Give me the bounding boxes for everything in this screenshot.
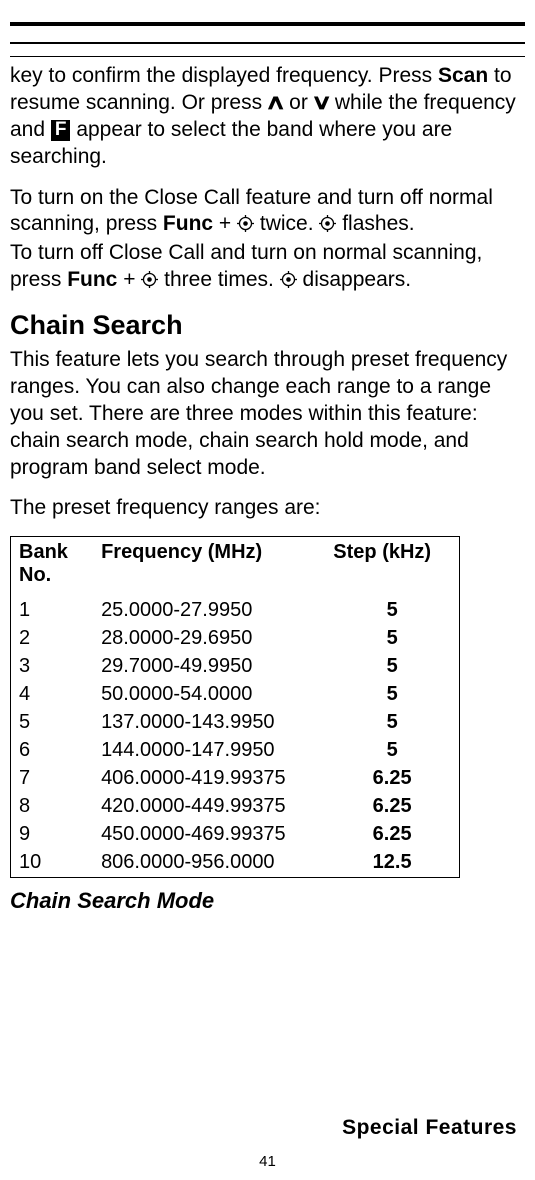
paragraph-chain-desc: This feature lets you search through pre… — [10, 347, 525, 481]
table-row: 5137.0000-143.99505 — [11, 709, 460, 737]
table-row: 9450.0000-469.993756.25 — [11, 821, 460, 849]
footer-section-title: Special Features — [342, 1116, 517, 1140]
rule-thick — [10, 22, 525, 26]
cell-freq: 29.7000-49.9950 — [93, 653, 325, 681]
cell-step: 5 — [325, 625, 459, 653]
cell-step: 6.25 — [325, 765, 459, 793]
f-badge-icon: F — [51, 120, 71, 141]
page-number: 41 — [0, 1153, 535, 1170]
text: flashes. — [336, 212, 414, 235]
table-row: 228.0000-29.69505 — [11, 625, 460, 653]
cell-bank: 6 — [11, 737, 94, 765]
cell-bank: 10 — [11, 849, 94, 878]
func-label: Func — [163, 212, 213, 235]
target-icon — [280, 269, 297, 296]
cell-step: 5 — [325, 597, 459, 625]
text: key to confirm the displayed frequency. … — [10, 64, 438, 87]
cell-freq: 806.0000-956.0000 — [93, 849, 325, 878]
table-row: 329.7000-49.99505 — [11, 653, 460, 681]
cell-bank: 4 — [11, 681, 94, 709]
content-frame: key to confirm the displayed frequency. … — [10, 56, 525, 914]
text: + — [213, 212, 237, 235]
rule-thin — [10, 42, 525, 44]
cell-freq: 25.0000-27.9950 — [93, 597, 325, 625]
cell-freq: 137.0000-143.9950 — [93, 709, 325, 737]
text: appear to select the band where you are … — [10, 118, 452, 168]
table-header-row: Bank No. Frequency (MHz) Step (kHz) — [11, 537, 460, 598]
chevron-up-icon: ∧ — [265, 90, 287, 117]
cell-step: 6.25 — [325, 821, 459, 849]
text: twice. — [254, 212, 319, 235]
target-icon — [141, 269, 158, 296]
cell-step: 5 — [325, 653, 459, 681]
target-icon — [237, 213, 254, 240]
table-row: 10806.0000-956.000012.5 — [11, 849, 460, 878]
table-row: 125.0000-27.99505 — [11, 597, 460, 625]
table-row: 6144.0000-147.99505 — [11, 737, 460, 765]
frequency-table-body: 125.0000-27.99505228.0000-29.69505329.70… — [11, 597, 460, 878]
header-freq: Frequency (MHz) — [93, 537, 325, 598]
cell-freq: 50.0000-54.0000 — [93, 681, 325, 709]
cell-bank: 5 — [11, 709, 94, 737]
func-label: Func — [67, 268, 117, 291]
chevron-down-icon: ∨ — [311, 90, 333, 117]
cell-step: 12.5 — [325, 849, 459, 878]
cell-bank: 9 — [11, 821, 94, 849]
subsection-heading-chain-search-mode: Chain Search Mode — [10, 888, 525, 914]
target-icon — [319, 213, 336, 240]
cell-step: 5 — [325, 681, 459, 709]
paragraph-closecall: To turn on the Close Call feature and tu… — [10, 185, 525, 297]
section-heading-chain-search: Chain Search — [10, 310, 525, 341]
cell-step: 5 — [325, 709, 459, 737]
cell-freq: 420.0000-449.99375 — [93, 793, 325, 821]
cell-freq: 450.0000-469.99375 — [93, 821, 325, 849]
text: + — [117, 268, 141, 291]
header-bank: Bank No. — [11, 537, 94, 598]
cell-freq: 406.0000-419.99375 — [93, 765, 325, 793]
table-row: 7406.0000-419.993756.25 — [11, 765, 460, 793]
paragraph-confirm: key to confirm the displayed frequency. … — [10, 63, 525, 171]
cell-bank: 2 — [11, 625, 94, 653]
text: or — [283, 91, 313, 114]
cell-bank: 8 — [11, 793, 94, 821]
text: three times. — [158, 268, 279, 291]
cell-bank: 7 — [11, 765, 94, 793]
table-row: 8420.0000-449.993756.25 — [11, 793, 460, 821]
header-step: Step (kHz) — [325, 537, 459, 598]
scan-label: Scan — [438, 64, 488, 87]
cell-step: 5 — [325, 737, 459, 765]
cell-bank: 1 — [11, 597, 94, 625]
frequency-table: Bank No. Frequency (MHz) Step (kHz) 125.… — [10, 536, 460, 878]
cell-step: 6.25 — [325, 793, 459, 821]
table-row: 450.0000-54.00005 — [11, 681, 460, 709]
text: disappears. — [297, 268, 411, 291]
paragraph-preset-intro: The preset frequency ranges are: — [10, 495, 525, 522]
cell-freq: 28.0000-29.6950 — [93, 625, 325, 653]
cell-freq: 144.0000-147.9950 — [93, 737, 325, 765]
cell-bank: 3 — [11, 653, 94, 681]
